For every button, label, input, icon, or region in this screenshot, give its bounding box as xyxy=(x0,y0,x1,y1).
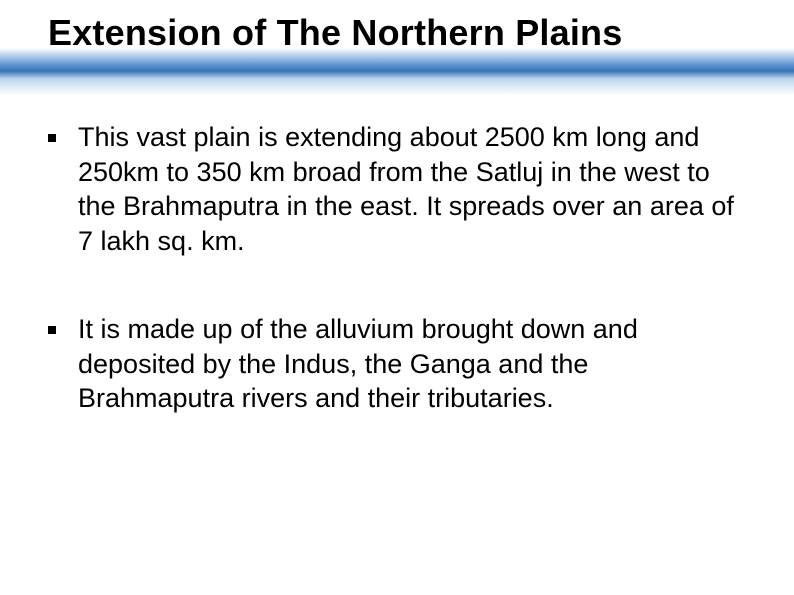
bullet-item: This vast plain is extending about 2500 … xyxy=(48,120,748,258)
bullet-marker-icon xyxy=(48,326,56,334)
slide: Extension of The Northern Plains This va… xyxy=(0,0,794,595)
content-area: This vast plain is extending about 2500 … xyxy=(48,120,748,470)
bullet-marker-icon xyxy=(48,134,56,142)
bullet-text: This vast plain is extending about 2500 … xyxy=(78,120,748,258)
bullet-text: It is made up of the alluvium brought do… xyxy=(78,312,748,416)
bullet-item: It is made up of the alluvium brought do… xyxy=(48,312,748,416)
slide-title: Extension of The Northern Plains xyxy=(48,12,622,54)
